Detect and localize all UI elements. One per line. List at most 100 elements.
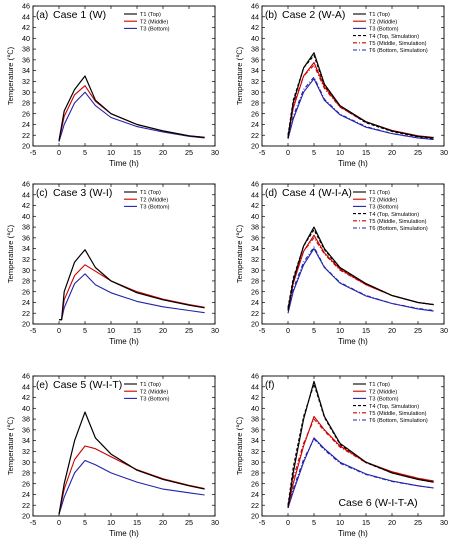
legend-label-t3: T3 (Bottom) xyxy=(369,397,399,403)
y-tick-label: 26 xyxy=(22,479,30,488)
y-tick-label: 28 xyxy=(22,469,30,478)
y-tick-label: 34 xyxy=(22,244,30,253)
series-line-t6 xyxy=(287,76,434,141)
legend-label-t2: T2 (Middle) xyxy=(369,197,397,203)
x-tick-label: 0 xyxy=(57,518,61,527)
y-tick-label: 32 xyxy=(251,255,259,264)
x-axis-label: Time (h) xyxy=(338,529,368,538)
x-tick-label: 30 xyxy=(440,326,448,335)
legend-label-t5: T5 (Middle, Simulation) xyxy=(369,411,427,417)
legend-label-t2: T2 (Middle) xyxy=(140,389,168,395)
series-line-t1 xyxy=(287,380,434,508)
y-tick-label: 36 xyxy=(22,233,30,242)
legend-label-t1: T1 (Top) xyxy=(140,12,161,18)
y-tick-label: 38 xyxy=(251,45,259,54)
y-tick-label: 36 xyxy=(251,233,259,242)
legend-label-t1: T1 (Top) xyxy=(140,190,161,196)
legend-label-t4: T4 (Top, Simulation) xyxy=(369,404,419,410)
legend-label-t1: T1 (Top) xyxy=(369,190,390,196)
x-tick-label: 20 xyxy=(388,518,396,527)
y-tick-label: 26 xyxy=(251,109,259,118)
y-tick-label: 40 xyxy=(22,212,30,221)
y-tick-label: 34 xyxy=(251,244,259,253)
series-line-t3 xyxy=(59,273,205,321)
y-tick-label: 46 xyxy=(22,372,30,381)
y-tick-label: 42 xyxy=(251,393,259,402)
x-tick-label: 0 xyxy=(286,518,290,527)
y-tick-label: 42 xyxy=(22,393,30,402)
y-tick-label: 36 xyxy=(251,425,259,434)
y-tick-label: 32 xyxy=(251,447,259,456)
series-line-t1 xyxy=(287,226,434,311)
y-tick-label: 20 xyxy=(22,142,30,151)
legend-label-t2: T2 (Middle) xyxy=(369,389,397,395)
x-tick-label: 5 xyxy=(83,148,87,157)
x-tick-label: 30 xyxy=(440,518,448,527)
x-tick-label: 15 xyxy=(133,518,141,527)
y-tick-label: 24 xyxy=(251,490,259,499)
legend-label-t1: T1 (Top) xyxy=(369,382,390,388)
x-tick-label: 30 xyxy=(211,148,219,157)
x-tick-label: 5 xyxy=(83,326,87,335)
y-tick-label: 22 xyxy=(251,501,259,510)
series-line-t3 xyxy=(58,459,205,515)
x-tick-label: 30 xyxy=(211,518,219,527)
case-label: Case 3 (W-I) xyxy=(53,187,112,199)
series-line-t4 xyxy=(287,383,434,506)
y-tick-label: 38 xyxy=(22,415,30,424)
y-tick-label: 40 xyxy=(22,34,30,43)
x-tick-label: 25 xyxy=(185,518,193,527)
x-tick-label: 30 xyxy=(211,326,219,335)
y-tick-label: 24 xyxy=(251,298,259,307)
y-tick-label: 26 xyxy=(251,287,259,296)
x-tick-label: 25 xyxy=(414,326,422,335)
series-line-t5 xyxy=(287,237,434,308)
y-tick-label: 34 xyxy=(22,66,30,75)
series-line-t3 xyxy=(287,248,434,314)
x-axis-label: Time (h) xyxy=(109,337,139,346)
x-tick-label: -5 xyxy=(259,148,265,157)
y-tick-label: 26 xyxy=(22,287,30,296)
x-tick-label: 30 xyxy=(440,148,448,157)
case-label: Case 4 (W-I-A) xyxy=(282,187,352,199)
y-axis-label: Temperature (℃) xyxy=(235,416,244,475)
series-line-t1 xyxy=(58,411,205,515)
y-tick-label: 36 xyxy=(251,55,259,64)
y-tick-label: 36 xyxy=(22,55,30,64)
y-tick-label: 46 xyxy=(251,2,259,11)
legend-label-t4: T4 (Top, Simulation) xyxy=(369,34,419,40)
panel-letter: (d) xyxy=(265,188,277,199)
legend-label-t3: T3 (Bottom) xyxy=(140,397,170,403)
y-tick-label: 42 xyxy=(22,201,30,210)
plot-frame xyxy=(32,183,216,325)
y-tick-label: 44 xyxy=(22,382,30,391)
y-tick-label: 32 xyxy=(22,447,30,456)
x-tick-label: -5 xyxy=(30,326,36,335)
series-line-t1 xyxy=(287,52,434,139)
y-tick-label: 28 xyxy=(22,99,30,108)
y-tick-label: 38 xyxy=(22,223,30,232)
y-tick-label: 34 xyxy=(251,436,259,445)
x-tick-label: 25 xyxy=(185,148,193,157)
legend-label-t5: T5 (Middle, Simulation) xyxy=(369,219,427,225)
case-label: Case 1 (W) xyxy=(53,9,106,21)
y-tick-label: 30 xyxy=(22,266,30,275)
y-tick-label: 24 xyxy=(22,298,30,307)
x-tick-label: 5 xyxy=(312,326,316,335)
x-tick-label: 20 xyxy=(159,518,167,527)
legend-label-t2: T2 (Middle) xyxy=(140,19,168,25)
legend-label-t6: T6 (Bottom, Simulation) xyxy=(369,226,428,232)
y-tick-label: 30 xyxy=(251,458,259,467)
y-tick-label: 46 xyxy=(251,372,259,381)
legend-label-t3: T3 (Bottom) xyxy=(369,205,399,211)
legend-label-t2: T2 (Middle) xyxy=(369,19,397,25)
y-tick-label: 34 xyxy=(22,436,30,445)
series-line-t3 xyxy=(287,437,434,509)
y-tick-label: 40 xyxy=(22,404,30,413)
